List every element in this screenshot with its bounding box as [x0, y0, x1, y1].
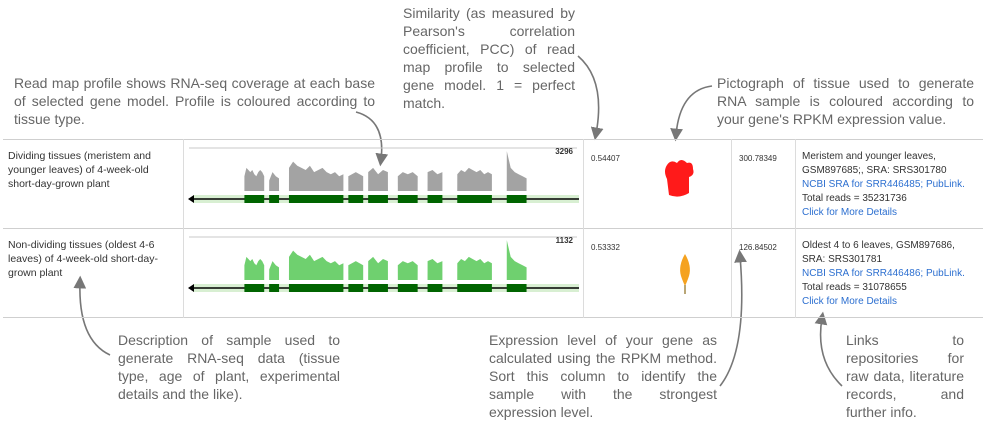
exon-block — [368, 195, 388, 203]
meristem-pictograph-icon — [665, 160, 694, 197]
more-details-link[interactable]: Click for More Details — [802, 207, 898, 218]
coverage-peak — [506, 151, 527, 191]
exon-block — [348, 195, 364, 203]
exon-block — [348, 284, 364, 292]
total-reads: Total reads = 31078655 — [802, 282, 907, 293]
pictograph-arrow — [670, 85, 713, 142]
expression-annotation: Expression level of your gene as calcula… — [489, 332, 717, 420]
links-arrow — [814, 311, 843, 387]
exon-block — [457, 195, 492, 203]
description-annotation: Description of sample used to generate R… — [118, 332, 340, 402]
similarity-arrow — [577, 55, 604, 141]
exon-block — [269, 284, 280, 292]
read-map-annotation: Read map profile shows RNA-seq coverage … — [14, 75, 375, 127]
sample-details-text: Oldest 4 to 6 leaves, GSM897686, SRA: SR… — [802, 240, 955, 265]
read-map-profile[interactable]: 1132 — [185, 234, 581, 308]
coverage-peak — [427, 170, 443, 191]
rnaseq-results-table: Dividing tissues (meristem and younger l… — [3, 139, 983, 319]
ncbi-sra-link[interactable]: NCBI SRA for SRR446486; PubLink. — [802, 268, 965, 279]
exon-block — [397, 195, 418, 203]
coverage-peak — [397, 261, 418, 280]
sample-description: Non-dividing tissues (oldest 4-6 leaves)… — [8, 239, 158, 279]
exon-block — [244, 195, 265, 203]
coverage-peak — [244, 167, 265, 191]
exon-block — [427, 284, 443, 292]
sample-details: Oldest 4 to 6 leaves, GSM897686, SRA: SR… — [802, 239, 978, 309]
exon-block — [244, 284, 265, 292]
exon-block — [397, 284, 418, 292]
rpkm-value: 126.84502 — [739, 243, 777, 252]
leaf-pictograph-icon — [680, 254, 690, 286]
read-map-profile[interactable]: 3296 — [185, 145, 581, 219]
exon-block — [288, 284, 344, 292]
sample-details: Meristem and younger leaves, GSM897685;,… — [802, 150, 978, 220]
coverage-peak — [397, 172, 418, 191]
exon-block — [506, 195, 527, 203]
links-annotation: Links to repositories for raw data, lite… — [846, 332, 964, 420]
coverage-peak — [348, 261, 364, 280]
ncbi-sra-link[interactable]: NCBI SRA for SRR446485; PubLink. — [802, 179, 965, 190]
tissue-pictograph — [680, 254, 690, 294]
coverage-peak — [244, 256, 265, 280]
coverage-peak — [288, 250, 344, 280]
coverage-peak — [457, 167, 492, 191]
similarity-annotation: Similarity (as measured by Pearson's cor… — [403, 5, 575, 111]
sample-details-text: Meristem and younger leaves, GSM897685;,… — [802, 151, 947, 176]
coverage-peak — [427, 259, 443, 280]
max-coverage-label: 3296 — [555, 147, 573, 156]
pcc-value: 0.53332 — [591, 243, 620, 252]
coverage-peak — [288, 161, 344, 191]
pcc-value: 0.54407 — [591, 154, 620, 163]
exon-block — [506, 284, 527, 292]
coverage-peak — [348, 172, 364, 191]
exon-block — [457, 284, 492, 292]
coverage-peak — [457, 256, 492, 280]
coverage-peak — [269, 261, 280, 280]
pictograph-annotation: Pictograph of tissue used to generate RN… — [717, 75, 974, 127]
coverage-peak — [368, 256, 388, 280]
exon-block — [288, 195, 344, 203]
max-coverage-label: 1132 — [556, 236, 574, 245]
exon-block — [368, 284, 388, 292]
coverage-peak — [368, 167, 388, 191]
sample-description: Dividing tissues (meristem and younger l… — [8, 150, 151, 190]
tissue-pictograph — [665, 160, 694, 197]
exon-block — [269, 195, 280, 203]
rpkm-value: 300.78349 — [739, 154, 777, 163]
coverage-peak — [506, 240, 527, 280]
more-details-link[interactable]: Click for More Details — [802, 296, 898, 307]
coverage-peak — [269, 172, 280, 191]
total-reads: Total reads = 35231736 — [802, 193, 907, 204]
exon-block — [427, 195, 443, 203]
